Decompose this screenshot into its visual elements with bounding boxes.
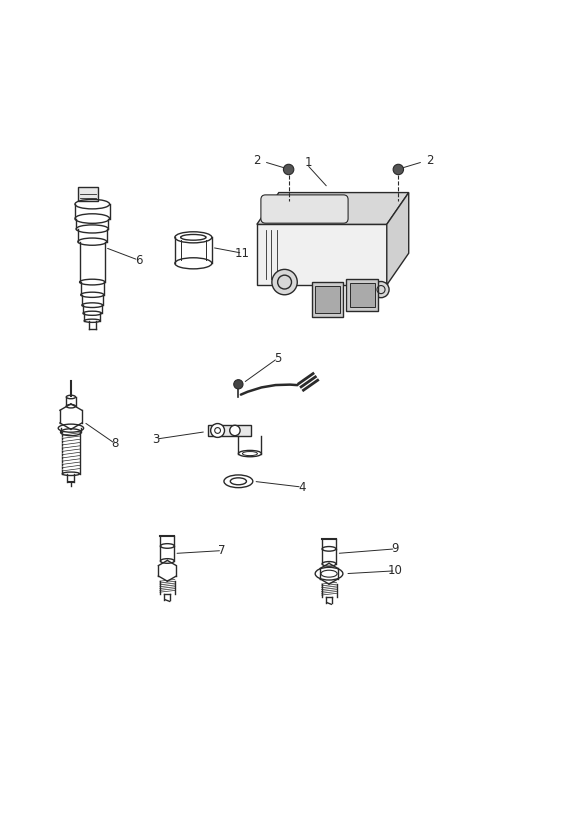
- Text: 11: 11: [235, 246, 250, 260]
- Circle shape: [234, 380, 243, 389]
- Text: 1: 1: [305, 156, 312, 169]
- Polygon shape: [350, 283, 375, 307]
- Text: 2: 2: [253, 154, 261, 167]
- Text: 9: 9: [392, 542, 399, 555]
- Text: 4: 4: [298, 480, 305, 494]
- Text: 7: 7: [219, 544, 226, 557]
- Polygon shape: [387, 193, 409, 285]
- Circle shape: [210, 424, 224, 438]
- Polygon shape: [312, 282, 343, 316]
- Text: 6: 6: [135, 254, 142, 267]
- Text: 2: 2: [426, 154, 434, 167]
- Text: 10: 10: [388, 564, 403, 578]
- Circle shape: [272, 269, 297, 295]
- Polygon shape: [78, 187, 98, 201]
- Polygon shape: [257, 224, 387, 285]
- Circle shape: [283, 164, 294, 175]
- Text: 8: 8: [112, 438, 119, 450]
- Polygon shape: [315, 286, 340, 313]
- Circle shape: [230, 425, 240, 436]
- Text: 5: 5: [274, 352, 282, 365]
- FancyBboxPatch shape: [261, 195, 348, 223]
- Polygon shape: [257, 193, 409, 224]
- Polygon shape: [346, 279, 378, 311]
- Polygon shape: [208, 424, 251, 436]
- Circle shape: [393, 164, 403, 175]
- Circle shape: [373, 282, 389, 297]
- Text: 3: 3: [152, 433, 160, 446]
